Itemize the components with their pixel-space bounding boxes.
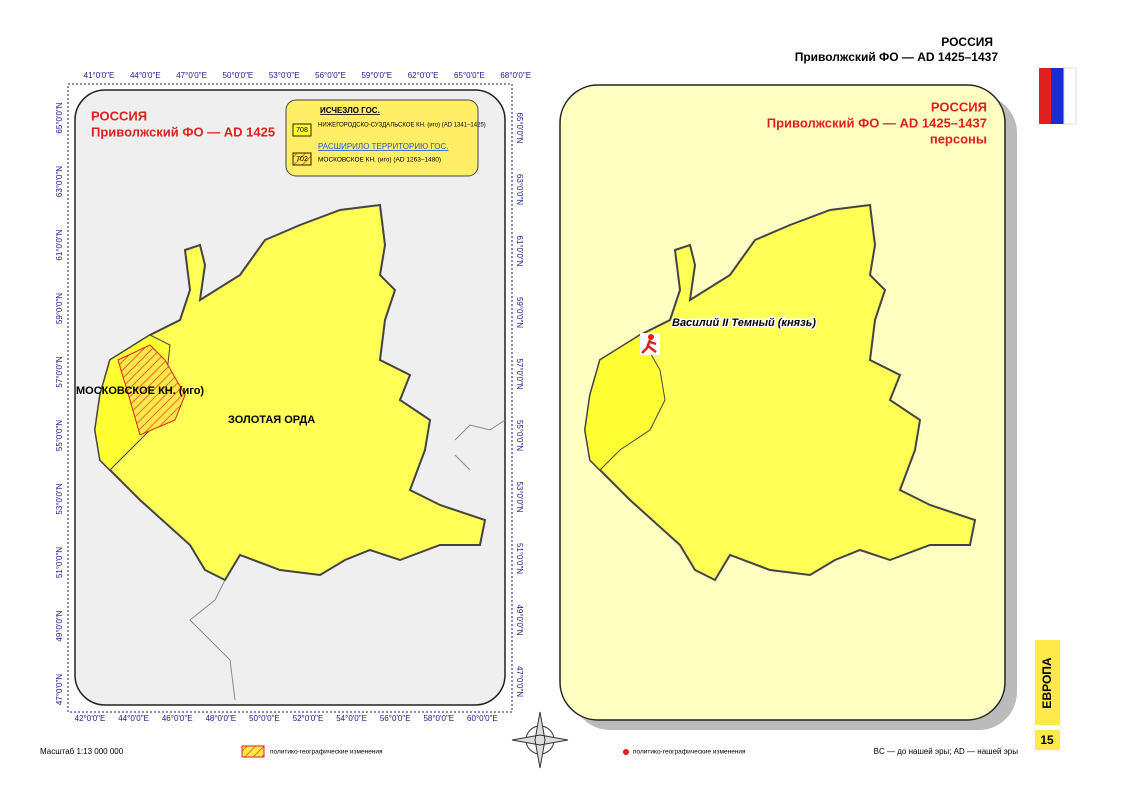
lon-tick-label: 68°0'0"E xyxy=(500,71,531,80)
lon-tick-label: 50°0'0"E xyxy=(249,714,280,723)
graticule-frame xyxy=(67,83,513,713)
header-subtitle: Приволжский ФО — AD 1425–1437 xyxy=(795,50,999,64)
legend-swatch xyxy=(292,152,312,166)
side-region: ЕВРОПА xyxy=(1040,657,1054,708)
lat-tick-label: 57°0'0"N xyxy=(515,358,524,389)
person-label: Василий II Темный (князь) xyxy=(672,317,816,329)
lon-tick-label: 62°0'0"E xyxy=(408,71,439,80)
lat-tick-label: 65°0'0"N xyxy=(55,102,64,133)
right-title: РОССИЯ xyxy=(931,99,987,114)
legend-heading: ИСЧЕЗЛО ГОС. xyxy=(320,106,380,115)
region-label: ЗОЛОТАЯ ОРДА xyxy=(228,414,315,426)
page-number: 15 xyxy=(1040,733,1054,747)
lon-tick-label: 54°0'0"E xyxy=(336,714,367,723)
footer-note: BC — до нашей эры; AD — нашей эры xyxy=(874,747,1019,756)
lon-tick-label: 53°0'0"E xyxy=(269,71,300,80)
lon-tick-label: 44°0'0"E xyxy=(130,71,161,80)
lon-tick-label: 56°0'0"E xyxy=(315,71,346,80)
left-subtitle: Приволжский ФО — AD 1425 xyxy=(91,124,275,139)
lat-tick-label: 53°0'0"N xyxy=(55,483,64,514)
lon-tick-label: 48°0'0"E xyxy=(205,714,236,723)
footer-dot xyxy=(623,749,629,755)
footer-swatch xyxy=(241,745,265,758)
lat-tick-label: 55°0'0"N xyxy=(55,420,64,451)
lat-tick-label: 47°0'0"N xyxy=(55,674,64,705)
lon-tick-label: 60°0'0"E xyxy=(467,714,498,723)
lon-tick-label: 65°0'0"E xyxy=(454,71,485,80)
lon-tick-label: 59°0'0"E xyxy=(361,71,392,80)
lat-tick-label: 47°0'0"N xyxy=(515,666,524,697)
compass xyxy=(511,711,569,769)
lon-tick-label: 47°0'0"E xyxy=(176,71,207,80)
lat-tick-label: 49°0'0"N xyxy=(55,610,64,641)
lat-tick-label: 59°0'0"N xyxy=(55,293,64,324)
lat-tick-label: 63°0'0"N xyxy=(515,174,524,205)
lon-tick-label: 52°0'0"E xyxy=(293,714,324,723)
lat-tick-label: 61°0'0"N xyxy=(55,229,64,260)
lon-tick-label: 46°0'0"E xyxy=(162,714,193,723)
lon-tick-label: 56°0'0"E xyxy=(380,714,411,723)
right-subtitle: Приволжский ФО — AD 1425–1437 xyxy=(767,115,987,130)
side-tab xyxy=(1035,640,1060,725)
moscow-state xyxy=(584,334,666,471)
lat-tick-label: 51°0'0"N xyxy=(515,543,524,574)
lon-tick-label: 42°0'0"E xyxy=(75,714,106,723)
right-category: персоны xyxy=(930,131,987,146)
lat-tick-label: 55°0'0"N xyxy=(515,420,524,451)
moscow-expansion xyxy=(117,344,186,436)
lat-tick-label: 59°0'0"N xyxy=(515,297,524,328)
lat-tick-label: 63°0'0"N xyxy=(55,166,64,197)
lat-tick-label: 57°0'0"N xyxy=(55,356,64,387)
flag xyxy=(1039,67,1077,125)
lat-tick-label: 65°0'0"N xyxy=(515,112,524,143)
left-title: РОССИЯ xyxy=(91,108,147,123)
lat-tick-label: 51°0'0"N xyxy=(55,547,64,578)
borders xyxy=(189,419,506,701)
lat-tick-label: 61°0'0"N xyxy=(515,235,524,266)
legend-heading: РАСШИРИЛО ТЕРРИТОРИЮ ГОС. xyxy=(318,142,449,151)
lon-tick-label: 41°0'0"E xyxy=(84,71,115,80)
person-icon xyxy=(640,333,660,355)
lat-tick-label: 49°0'0"N xyxy=(515,604,524,635)
scale: Масштаб 1:13 000 000 xyxy=(40,747,124,756)
page-box xyxy=(1035,730,1060,750)
legend xyxy=(285,99,479,177)
lon-tick-label: 44°0'0"E xyxy=(118,714,149,723)
footer-legend: политико-географические изменения xyxy=(633,749,746,756)
lat-tick-label: 53°0'0"N xyxy=(515,481,524,512)
lon-tick-label: 50°0'0"E xyxy=(223,71,254,80)
legend-swatch xyxy=(292,123,312,137)
footer-legend: политико-географические изменения xyxy=(270,749,383,756)
legend-item: НИЖЕГОРОДСКО-СУЗДАЛЬСКОЕ КН. (иго) (AD 1… xyxy=(318,123,486,129)
legend-code: 708 xyxy=(296,127,308,134)
region-label: МОСКОВСКОЕ КН. (иго) xyxy=(76,385,204,397)
lon-tick-label: 58°0'0"E xyxy=(423,714,454,723)
legend-code: 702 xyxy=(296,156,308,163)
header-title: РОССИЯ xyxy=(941,35,993,49)
legend-item: МОСКОВСКОЕ КН. (иго) (AD 1263–1480) xyxy=(318,157,441,164)
